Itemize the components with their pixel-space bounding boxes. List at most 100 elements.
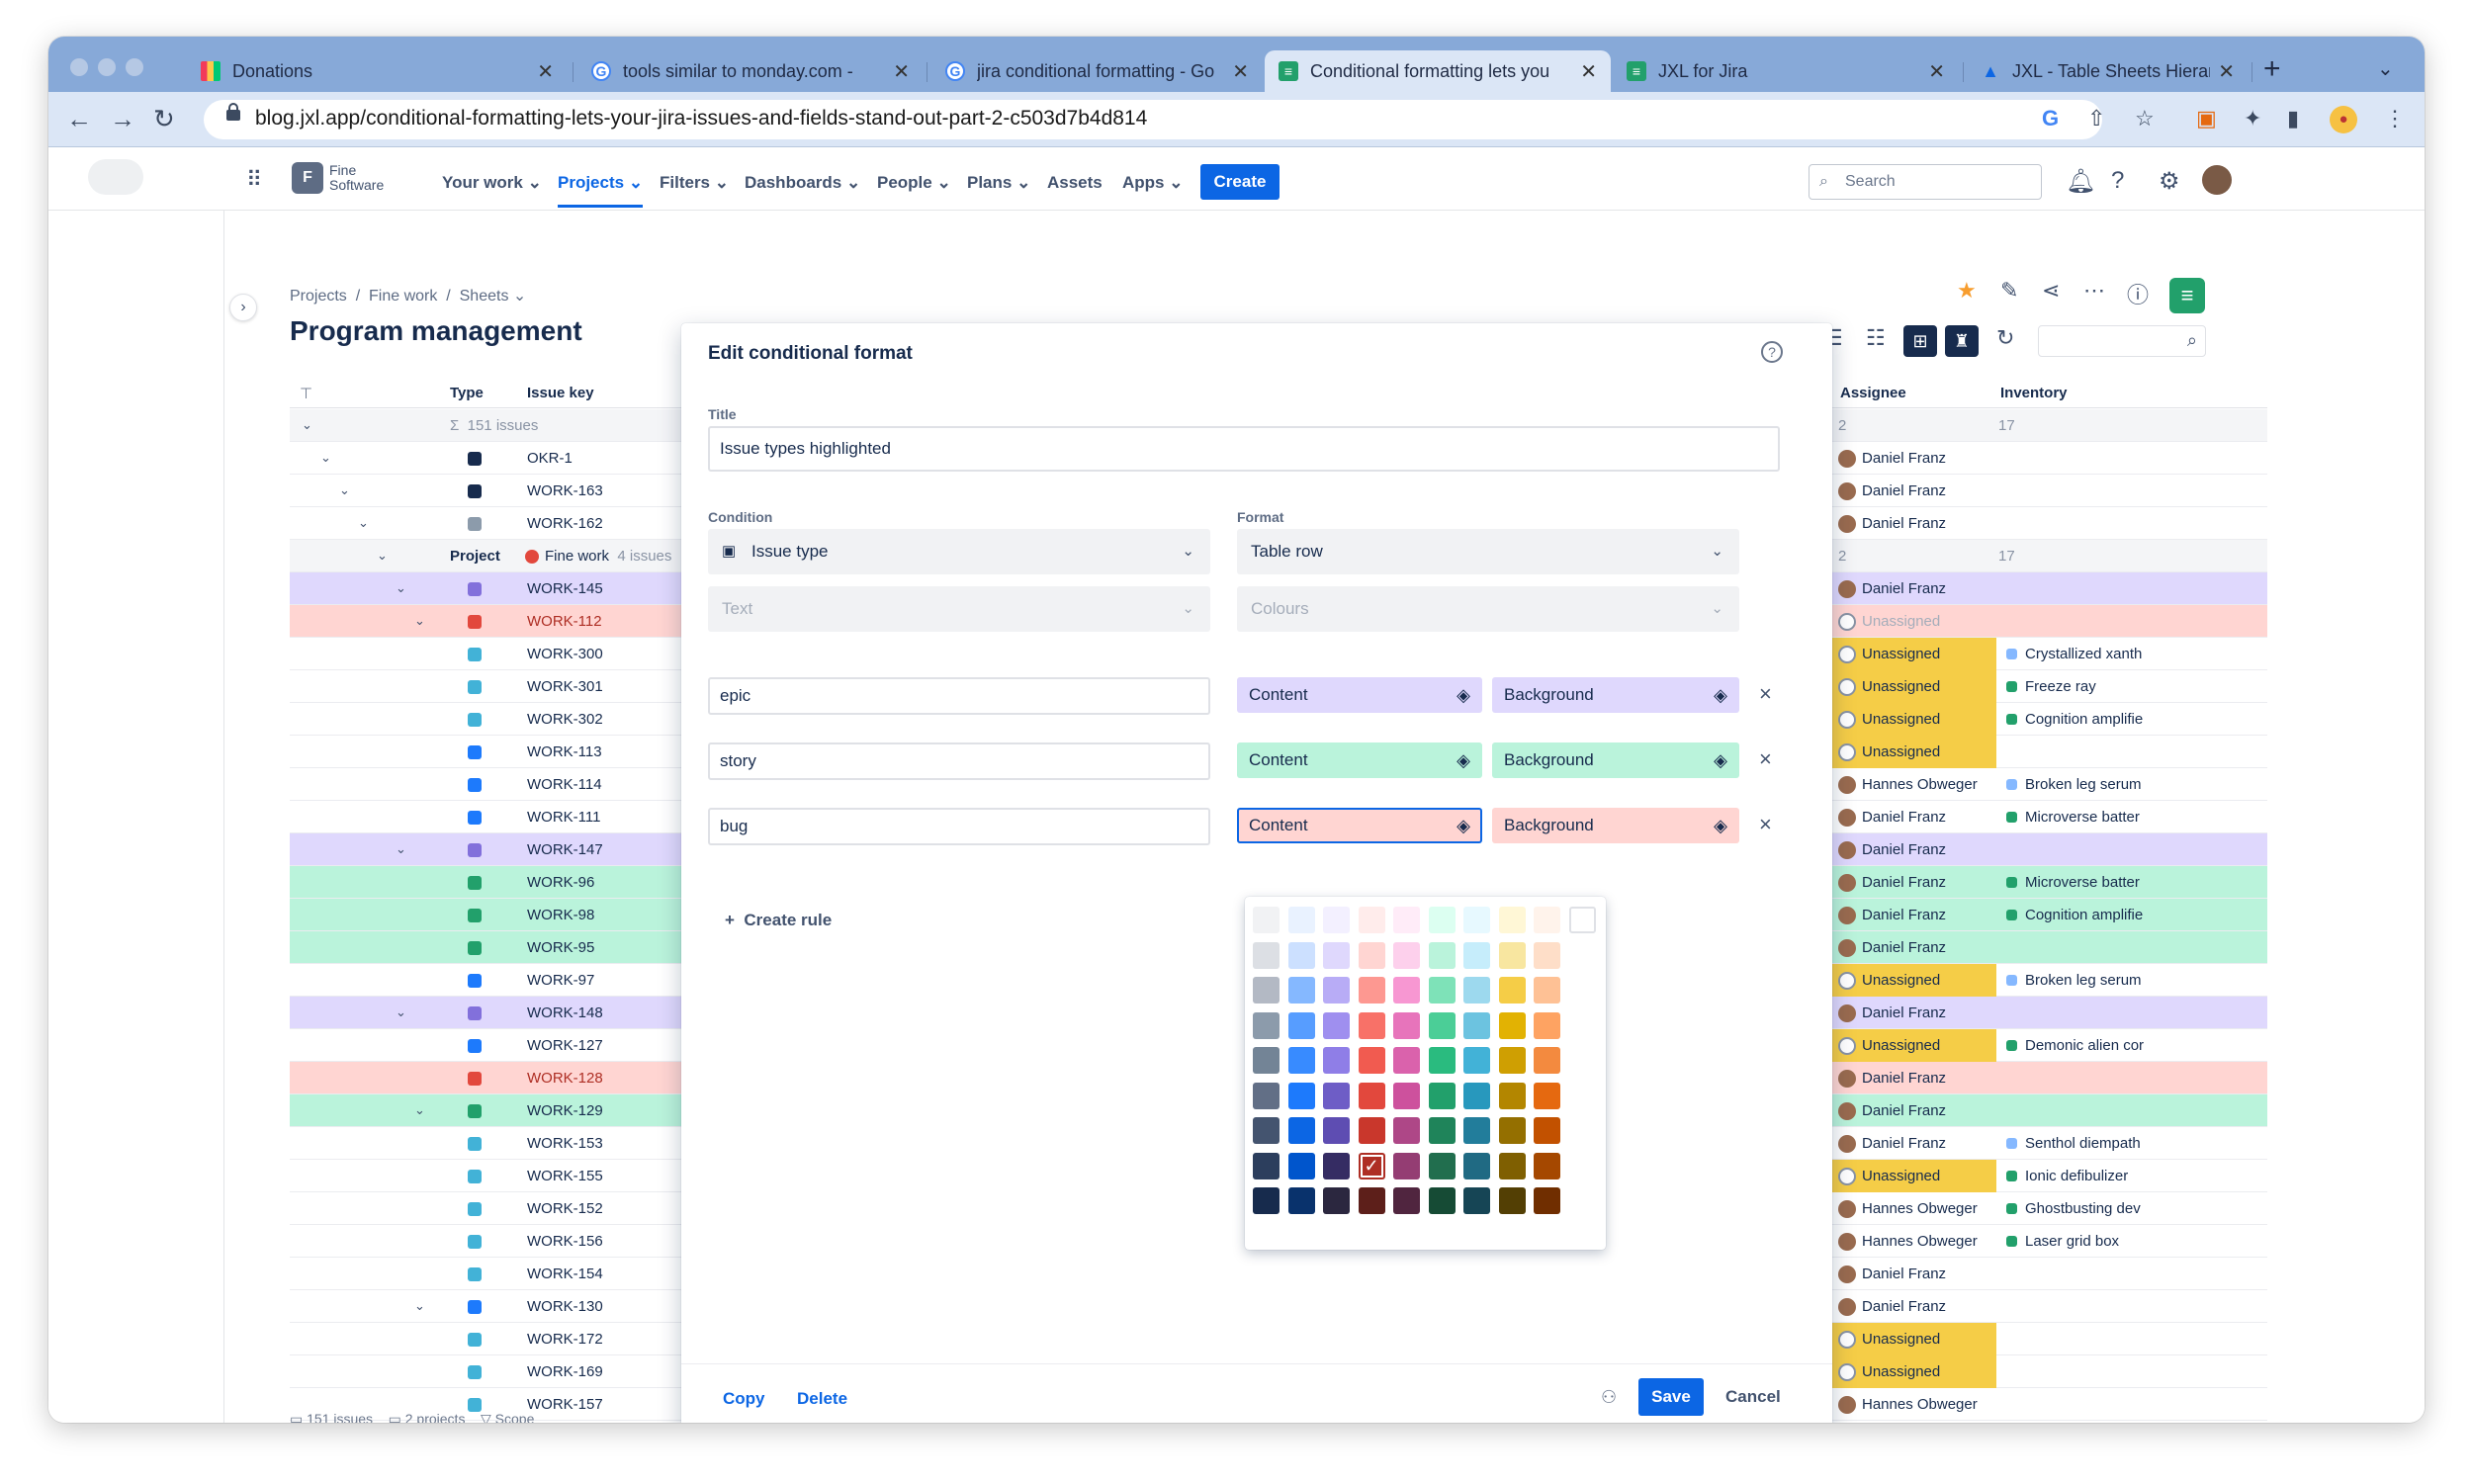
close-tab-icon[interactable]: ✕	[893, 60, 910, 83]
people-icon[interactable]: ⚇	[1601, 1387, 1618, 1407]
color-swatch[interactable]	[1534, 1117, 1560, 1144]
assignee-name[interactable]: Hannes Obweger	[1862, 1396, 1978, 1413]
color-swatch[interactable]	[1253, 1152, 1280, 1179]
color-swatch[interactable]	[1358, 907, 1385, 933]
rule-background-color-bug[interactable]: Background ◈	[1492, 808, 1739, 843]
refresh-icon[interactable]: ↻	[1996, 325, 2015, 350]
settings-gear-icon[interactable]: ⚙	[2159, 168, 2180, 195]
title-input[interactable]: Issue types highlighted	[708, 426, 1780, 472]
color-swatch[interactable]	[1393, 1117, 1420, 1144]
nav-people[interactable]: People ⌄	[877, 173, 951, 192]
color-swatch[interactable]	[1253, 1082, 1280, 1109]
color-swatch[interactable]	[1323, 1011, 1350, 1039]
no-color-swatch[interactable]	[1568, 907, 1596, 933]
color-swatch[interactable]	[1463, 941, 1490, 969]
share-icon[interactable]: ⇧	[2087, 106, 2106, 131]
color-swatch[interactable]	[1463, 1152, 1490, 1179]
color-swatch[interactable]	[1323, 1082, 1350, 1109]
checklist-icon[interactable]: ☷	[1866, 325, 1886, 350]
issue-key[interactable]: WORK-152	[527, 1200, 603, 1217]
color-swatch[interactable]	[1253, 1011, 1280, 1039]
color-swatch[interactable]	[1253, 941, 1280, 969]
rule-background-color-story[interactable]: Background ◈	[1492, 742, 1739, 778]
breadcrumb-projects[interactable]: Projects	[290, 288, 347, 305]
nav-projects[interactable]: Projects ⌄	[558, 173, 644, 208]
assignee-name[interactable]: Unassigned	[1862, 1363, 1941, 1380]
sidebar-collapse-button[interactable]: ›	[229, 294, 257, 321]
user-avatar[interactable]	[2202, 165, 2232, 195]
color-swatch[interactable]	[1498, 907, 1526, 933]
rule-content-color-bug[interactable]: Content ◈	[1237, 808, 1482, 843]
table-row[interactable]: WORK-97 Unassigned Broken leg serum	[290, 964, 2267, 997]
color-swatch[interactable]	[1393, 907, 1420, 933]
assignee-name[interactable]: Daniel Franz	[1862, 1004, 1947, 1021]
tab-google-search-1[interactable]: G tools similar to monday.com - ✕	[577, 50, 924, 92]
nav-dashboards[interactable]: Dashboards ⌄	[745, 173, 861, 192]
close-tab-icon[interactable]: ✕	[1928, 60, 1945, 83]
inventory-item[interactable]: Freeze ray	[2025, 678, 2096, 695]
inventory-item[interactable]: Crystallized xanth	[2025, 646, 2143, 662]
remove-rule-icon[interactable]: ×	[1759, 746, 1772, 771]
color-swatch[interactable]	[1534, 977, 1560, 1004]
tab-google-search-2[interactable]: G jira conditional formatting - Go ✕	[931, 50, 1263, 92]
color-swatch[interactable]	[1534, 1187, 1560, 1214]
rule-value-input-bug[interactable]: bug	[708, 808, 1210, 845]
filter-icon[interactable]: ⊤	[300, 386, 313, 402]
address-bar[interactable]	[204, 100, 2102, 139]
create-rule-button[interactable]: + Create rule	[725, 911, 833, 929]
color-swatch[interactable]	[1393, 941, 1420, 969]
expand-chevron-icon[interactable]: ⌄	[320, 450, 331, 465]
color-swatch[interactable]: ✓	[1358, 1152, 1385, 1179]
color-swatch[interactable]	[1498, 977, 1526, 1004]
fine-software-logo[interactable]: Fine Software	[329, 162, 385, 193]
close-tab-icon[interactable]: ✕	[537, 60, 554, 83]
inventory-item[interactable]: Ghostbusting dev	[2025, 1200, 2141, 1217]
color-swatch[interactable]	[1393, 1047, 1420, 1074]
tab-jxl-for-jira[interactable]: ≡ JXL for Jira ✕	[1613, 50, 1959, 92]
color-swatch[interactable]	[1463, 1082, 1490, 1109]
remove-rule-icon[interactable]: ×	[1759, 681, 1772, 706]
assignee-name[interactable]: Unassigned	[1862, 1331, 1941, 1348]
inventory-item[interactable]: Demonic alien cor	[2025, 1037, 2145, 1054]
inventory-item[interactable]: Broken leg serum	[2025, 776, 2142, 793]
expand-chevron-icon[interactable]: ⌄	[377, 548, 388, 563]
copy-button[interactable]: Copy	[723, 1389, 765, 1408]
browser-menu-icon[interactable]: ⋮	[2384, 106, 2406, 131]
edit-pencil-icon[interactable]: ✎	[2000, 278, 2019, 303]
sheet-search-input[interactable]: ⌕	[2038, 325, 2206, 357]
fine-software-logo-icon[interactable]: F	[292, 162, 323, 194]
condition-select[interactable]: ▣ Issue type ⌄	[708, 529, 1210, 574]
tab-donations[interactable]: Donations ✕	[187, 50, 568, 92]
url-text[interactable]: blog.jxl.app/conditional-formatting-lets…	[255, 107, 1148, 130]
color-swatch[interactable]	[1358, 941, 1385, 969]
issue-key[interactable]: WORK-130	[527, 1298, 603, 1315]
help-icon[interactable]: ?	[2111, 167, 2125, 194]
breadcrumb-sheets[interactable]: Sheets	[459, 288, 509, 305]
color-swatch[interactable]	[1428, 941, 1456, 969]
color-swatch[interactable]	[1463, 977, 1490, 1004]
assignee-name[interactable]: Daniel Franz	[1862, 1298, 1947, 1315]
color-swatch[interactable]	[1287, 1117, 1315, 1144]
color-swatch[interactable]	[1358, 1082, 1385, 1109]
google-lens-icon[interactable]: G	[2042, 106, 2060, 131]
color-swatch[interactable]	[1498, 1082, 1526, 1109]
nav-assets[interactable]: Assets	[1047, 173, 1103, 192]
expand-chevron-icon[interactable]: ⌄	[358, 515, 369, 530]
color-swatch[interactable]	[1287, 1011, 1315, 1039]
close-window-button[interactable]	[70, 58, 88, 76]
color-swatch[interactable]	[1287, 907, 1315, 933]
hierarchy-icon[interactable]: ⊞	[1903, 325, 1937, 357]
color-swatch[interactable]	[1498, 941, 1526, 969]
breadcrumb-fine-work[interactable]: Fine work	[369, 288, 438, 305]
color-swatch[interactable]	[1498, 1187, 1526, 1214]
issue-key[interactable]: WORK-162	[527, 515, 603, 532]
color-swatch[interactable]	[1428, 1047, 1456, 1074]
assignee-name[interactable]: Daniel Franz	[1862, 1070, 1947, 1087]
format-select[interactable]: Table row ⌄	[1237, 529, 1739, 574]
color-swatch[interactable]	[1534, 907, 1560, 933]
color-swatch[interactable]	[1287, 1152, 1315, 1179]
issue-key[interactable]: WORK-155	[527, 1168, 603, 1184]
paint-roller-icon[interactable]: ♜	[1945, 325, 1979, 357]
color-swatch[interactable]	[1253, 1187, 1280, 1214]
color-swatch[interactable]	[1498, 1152, 1526, 1179]
